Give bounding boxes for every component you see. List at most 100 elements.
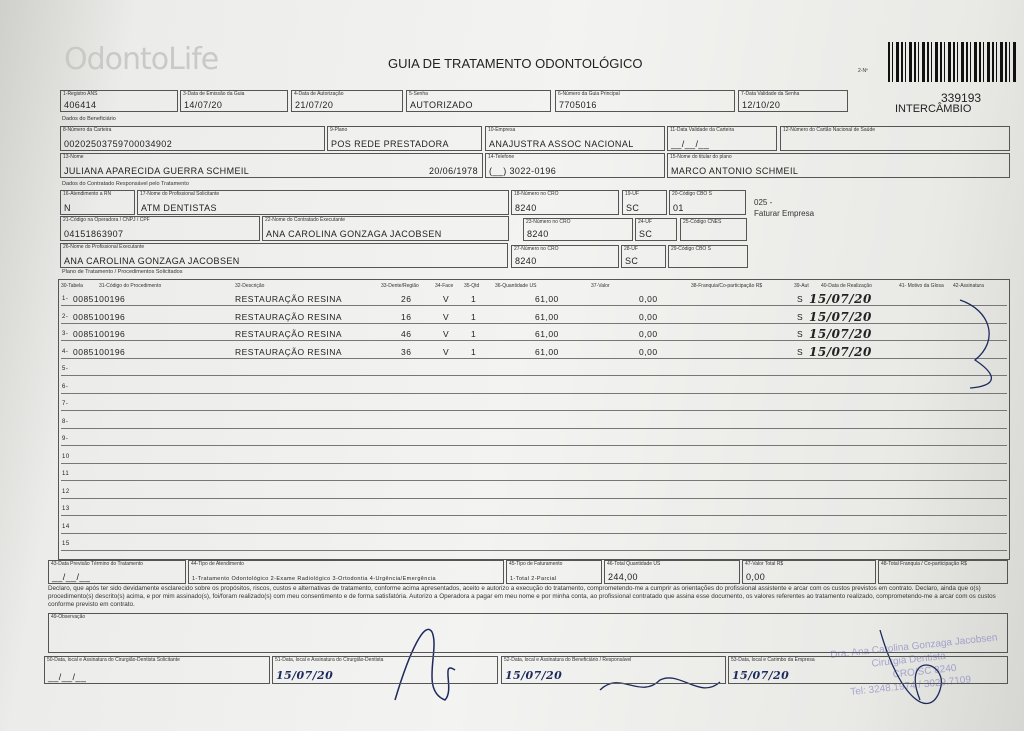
- field-box: 5-Senha AUTORIZADO: [406, 90, 551, 112]
- column-header: 37-Valor: [591, 283, 610, 289]
- field-box: 8-Número da Carteira 00202503759700034902: [60, 126, 325, 151]
- field-box: 27-Número no CRO 8240: [511, 245, 619, 268]
- cell-date: 15/07/20: [809, 309, 872, 324]
- field-label: 47-Valor Total R$: [745, 561, 784, 567]
- field-label: 1-Registro ANS: [63, 91, 98, 97]
- field-label: 9-Plano: [330, 127, 348, 133]
- field-label: 29-Código CBO S: [671, 246, 712, 252]
- copy-label: 2-Nº: [858, 68, 868, 74]
- cell-us: 61,00: [535, 346, 559, 357]
- column-header: 39-Aut: [794, 283, 809, 289]
- field-value: JULIANA APARECIDA GUERRA SCHMEIL: [64, 166, 250, 176]
- cell-value: 0,00: [639, 346, 658, 357]
- cell-number: 9-: [62, 436, 69, 442]
- field-value: 15/07/20: [732, 669, 790, 682]
- field-value: 1-Tratamento Odontológico 2-Exame Radiol…: [192, 576, 436, 582]
- billing-text: Faturar Empresa: [754, 209, 815, 218]
- field-label: 7-Data Validade da Senha: [741, 91, 800, 97]
- cell-description: RESTAURAÇÃO RESINA: [235, 294, 343, 304]
- row-line: [61, 305, 1007, 306]
- cell-date: 15/07/20: [809, 327, 872, 341]
- cell-face: V: [443, 346, 450, 357]
- form-title: GUIA DE TRATAMENTO ODONTOLÓGICO: [388, 56, 643, 71]
- field-label: 25-Código CNES: [683, 219, 722, 225]
- column-header: 34-Face: [435, 283, 454, 289]
- row-line: [61, 375, 1007, 376]
- field-box: 11-Data Validade da Carteira __/__/__: [667, 126, 777, 151]
- field-box: 53-Data, local e Carimbo da Empresa 15/07…: [728, 656, 1008, 684]
- barcode: [888, 42, 1018, 82]
- field-box: 4-Data de Autorização 21/07/20: [291, 90, 403, 112]
- declaration: Declaro, que após ter sido devidamente e…: [48, 585, 996, 608]
- section-title: Plano de Tratamento / Procedimentos Soli…: [62, 269, 183, 275]
- cell-aut: S: [797, 311, 804, 322]
- cell-code: 0085100196: [73, 346, 126, 357]
- cell-number: 12: [62, 488, 70, 495]
- column-header: 42-Assinatura: [953, 283, 984, 289]
- field-box: 23-Número no CRO 8240: [523, 218, 633, 241]
- field-label: 45-Tipo de Faturamento: [509, 561, 563, 567]
- field-value: (__) 3022-0196: [489, 166, 557, 176]
- column-header: 33-Dente/Região: [381, 283, 419, 289]
- field-label: 21-Código na Operadora / CNPJ / CPF: [63, 217, 150, 223]
- logo: OdontoLife: [64, 42, 219, 77]
- field-value: __/__/__: [671, 139, 710, 149]
- field-box: 44-Tipo de Atendimento 1-Tratamento Odont…: [188, 560, 504, 584]
- field-box: 6-Número da Guia Principal 7705016: [555, 90, 735, 112]
- field-label: 49-Observação: [51, 614, 86, 620]
- cell-number: 7-: [62, 401, 69, 407]
- field-value: SC: [625, 256, 639, 266]
- field-value: POS REDE PRESTADORA: [331, 139, 449, 149]
- cell-aut: S: [797, 294, 804, 304]
- field-label: 53-Data, local e Carimbo da Empresa: [731, 657, 815, 663]
- column-header: 31-Código do Procedimento: [99, 283, 162, 289]
- cell-qty: 1: [471, 311, 477, 322]
- field-label: 48-Total Franquia / Co-participação R$: [881, 561, 967, 567]
- cell-us: 61,00: [535, 311, 559, 322]
- cell-tooth: 16: [401, 311, 412, 322]
- field-box: 9-Plano POS REDE PRESTADORA: [327, 126, 482, 151]
- cell-face: V: [443, 311, 450, 322]
- field-label: 5-Senha: [409, 91, 428, 97]
- field-value: N: [64, 203, 71, 213]
- field-value: 244,00: [608, 572, 638, 582]
- field-box: 17-Nome do Profissional Solicitante ATM D…: [137, 190, 509, 215]
- cell-number: 15: [62, 541, 70, 547]
- field-box: 26-Nome do Profissional Executante ANA CA…: [60, 243, 508, 268]
- field-label: 19-UF: [625, 191, 639, 197]
- row-line: [61, 497, 1007, 499]
- field-box: 48-Total Franquia / Co-participação R$: [878, 560, 1008, 584]
- cell-date: 15/07/20: [809, 292, 872, 306]
- field-box: 29-Código CBO S: [668, 245, 748, 268]
- field-label: 50-Data, local e Assinatura do Cirurgião…: [47, 657, 180, 663]
- field-label: 24-UF: [638, 219, 652, 225]
- field-value: __/__/__: [52, 572, 91, 582]
- cell-code: 0085100196: [73, 294, 126, 304]
- cell-qty: 1: [471, 346, 477, 357]
- field-value: 00202503759700034902: [64, 139, 173, 149]
- field-label: 4-Data de Autorização: [294, 91, 344, 97]
- field-value: 12/10/20: [742, 100, 781, 110]
- field-label: 22-Nome do Contratado Executante: [265, 217, 346, 223]
- field-value: 14/07/20: [184, 100, 223, 110]
- row-line: [61, 462, 1007, 464]
- field-label: 8-Número da Carteira: [63, 127, 112, 133]
- field-box: 18-Número no CRO 8240: [511, 190, 619, 215]
- field-box: 1-Registro ANS 406414: [60, 90, 178, 112]
- field-box: 12-Número do Cartão Nacional de Saúde: [780, 126, 1010, 151]
- field-box: 19-UF SC: [622, 190, 667, 215]
- cell-code: 0085100196: [73, 329, 126, 339]
- field-box: 10-Empresa ANAJUSTRA ASSOC NACIONAL: [485, 126, 665, 151]
- field-box: 50-Data, local e Assinatura do Cirurgião…: [44, 656, 270, 684]
- row-line: [61, 445, 1007, 446]
- field-label: 23-Número no CRO: [526, 219, 571, 225]
- field-box: 7-Data Validade da Senha 12/10/20: [738, 90, 848, 112]
- field-value: ANAJUSTRA ASSOC NACIONAL: [489, 139, 634, 149]
- field-label: 43-Data Previsão Término do Tratamento: [51, 561, 143, 567]
- field-box: 25-Código CNES: [680, 218, 747, 241]
- field-box: 24-UF SC: [635, 218, 677, 241]
- cell-tooth: 26: [401, 294, 412, 304]
- field-label: 51-Data, local e Assinatura do Cirurgião…: [275, 657, 384, 663]
